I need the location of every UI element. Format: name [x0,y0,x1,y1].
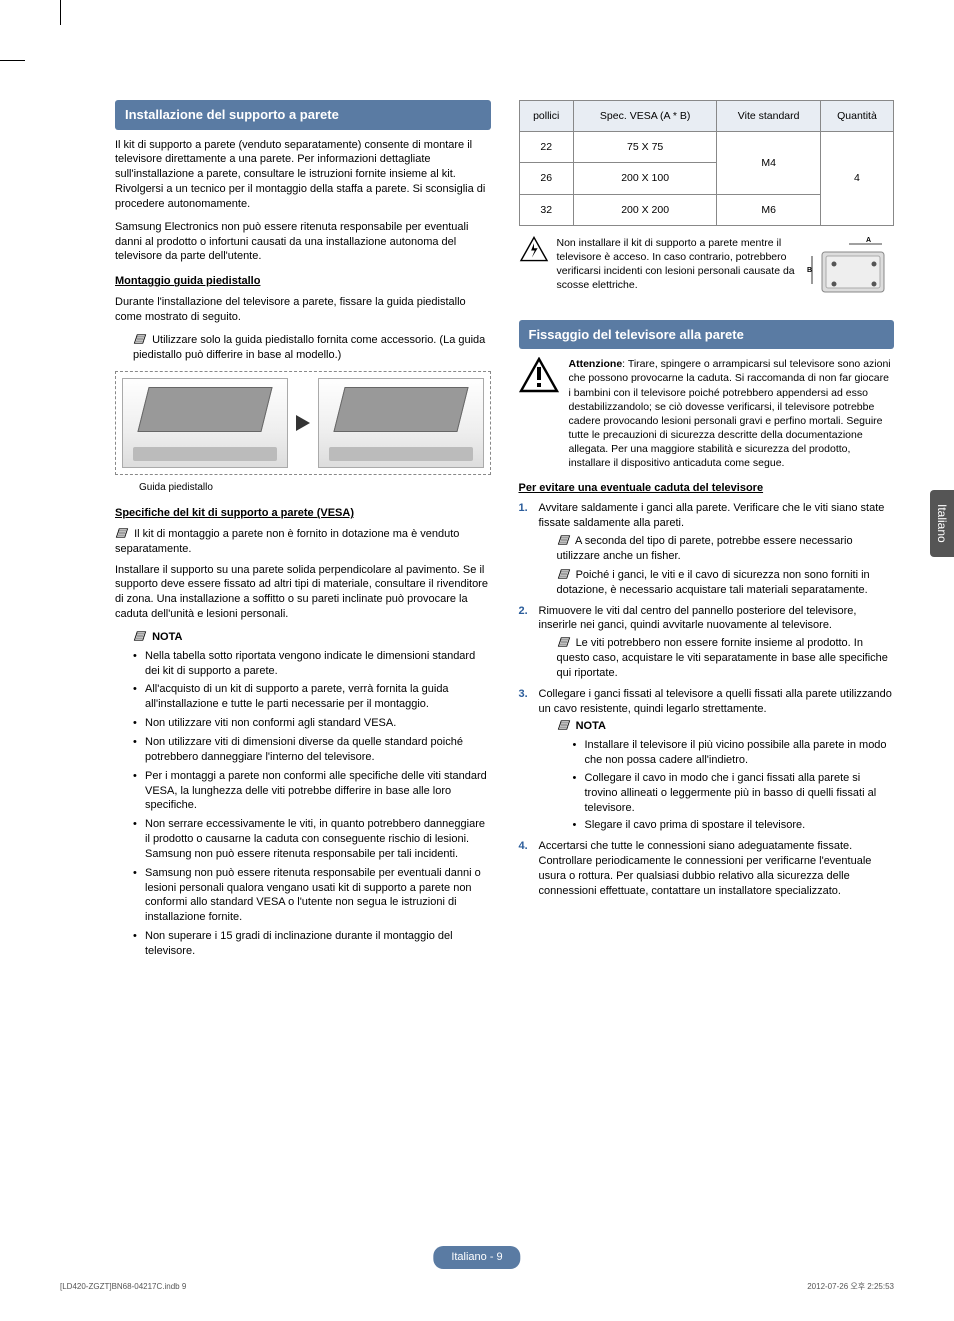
table-row: 22 75 X 75 M4 4 [519,132,894,163]
step-number: 1. [519,501,528,516]
step-item: 3. Collegare i ganci fissati al televiso… [519,687,895,834]
subhead-prevent-fall: Per evitare una eventuale caduta del tel… [519,481,895,496]
note-icon [557,636,571,648]
step-text: Rimuovere le viti dal centro del pannell… [539,605,857,632]
cell-vesa: 200 X 200 [573,194,716,225]
th-qty: Quantità [820,101,893,132]
list-item: Nella tabella sotto riportata vengono in… [133,649,491,679]
vesa-spec-table: pollici Spec. VESA (A * B) Vite standard… [519,100,895,226]
mount-guide-text: Durante l'installazione del televisore a… [115,295,491,325]
two-column-layout: Installazione del supporto a parete Il k… [115,100,894,963]
th-screw: Vite standard [717,101,821,132]
note-row-2: Il kit di montaggio a parete non è forni… [115,527,491,557]
intro-paragraph-1: Il kit di supporto a parete (venduto sep… [115,138,491,212]
note-icon [557,534,571,546]
list-item: Non utilizzare viti non conformi agli st… [133,716,491,731]
note-icon [115,527,129,539]
section-heading-fixing: Fissaggio del televisore alla parete [519,320,895,350]
step-item: 1. Avvitare saldamente i ganci alla pare… [519,501,895,597]
cell-screw: M4 [717,132,821,194]
nota-label: NOTA [576,720,606,732]
attention-body: : Tirare, spingere o arrampicarsi sul te… [569,358,891,469]
nota-label: NOTA [152,631,182,643]
step-text: Avvitare saldamente i ganci alla parete.… [539,502,885,529]
figure-caption: Guida piedistallo [139,481,491,495]
vesa-install-paragraph: Installare il supporto su una parete sol… [115,563,491,622]
note-icon [133,333,147,345]
arrow-right-icon [296,415,310,431]
cell-inch: 32 [519,194,573,225]
step-text: Accertarsi che tutte le connessioni sian… [539,840,872,897]
subhead-vesa-spec: Specifiche del kit di supporto a parete … [115,506,491,521]
footer-filename: [LD420-ZGZT]BN68-04217C.indb 9 [60,1282,186,1293]
nota-heading: NOTA [133,630,491,645]
prevent-fall-steps: 1. Avvitare saldamente i ganci alla pare… [519,501,895,898]
list-item: Non serrare eccessivamente le viti, in q… [133,817,491,862]
figure-after [318,378,484,468]
footer-timestamp: 2012-07-26 오후 2:25:53 [807,1282,894,1293]
left-column: Installazione del supporto a parete Il k… [115,100,491,963]
right-column: pollici Spec. VESA (A * B) Vite standard… [519,100,895,963]
warning-triangle-icon [519,236,549,262]
note-text-1: Utilizzare solo la guida piedistallo for… [133,334,485,361]
electrical-warning-text: Non installare il kit di supporto a pare… [557,236,797,293]
attention-block: Attenzione: Tirare, spingere o arrampica… [519,357,895,470]
note-icon [557,719,571,731]
list-item: Samsung non può essere ritenuta responsa… [133,866,491,925]
subhead-mount-guide: Montaggio guida piedistallo [115,274,491,289]
step-nota-heading: NOTA [557,719,895,734]
th-inch: pollici [519,101,573,132]
step-note-text: Poiché i ganci, le viti e il cavo di sic… [557,569,870,596]
footer-page-label: Italiano - 9 [433,1246,520,1269]
step-item: 4. Accertarsi che tutte le connessioni s… [519,839,895,898]
cell-inch: 22 [519,132,573,163]
electrical-warning-row: Non installare il kit di supporto a pare… [519,236,895,306]
vesa-bracket-figure: A B [804,236,894,306]
cell-vesa: 200 X 100 [573,163,716,194]
svg-text:A: A [866,237,871,244]
list-item: Per i montaggi a parete non conformi all… [133,769,491,814]
cell-inch: 26 [519,163,573,194]
step-note: Le viti potrebbero non essere fornite in… [557,636,895,681]
step-text: Collegare i ganci fissati al televisore … [539,688,892,715]
step-note: A seconda del tipo di parete, potrebbe e… [557,534,895,564]
cell-qty: 4 [820,132,893,226]
attention-text: Attenzione: Tirare, spingere o arrampica… [569,357,895,470]
caution-triangle-icon [519,357,559,393]
note-icon [133,630,147,642]
note-row-1: Utilizzare solo la guida piedistallo for… [133,333,491,363]
figure-stand-guide [115,371,491,475]
step-number: 2. [519,604,528,619]
list-item: Slegare il cavo prima di spostare il tel… [573,818,895,833]
intro-paragraph-2: Samsung Electronics non può essere riten… [115,220,491,265]
cell-screw: M6 [717,194,821,225]
list-item: Non superare i 15 gradi di inclinazione … [133,929,491,959]
step-note: Poiché i ganci, le viti e il cavo di sic… [557,568,895,598]
vesa-notes-list: Nella tabella sotto riportata vengono in… [133,649,491,959]
step3-sublist: Installare il televisore il più vicino p… [573,738,895,833]
cell-vesa: 75 X 75 [573,132,716,163]
th-vesa: Spec. VESA (A * B) [573,101,716,132]
list-item: Collegare il cavo in modo che i ganci fi… [573,771,895,816]
note-icon [557,568,571,580]
section-heading-install: Installazione del supporto a parete [115,100,491,130]
step-note-text: Le viti potrebbero non essere fornite in… [557,637,888,679]
list-item: All'acquisto di un kit di supporto a par… [133,682,491,712]
step-note-text: A seconda del tipo di parete, potrebbe e… [557,535,853,562]
note-text-2: Il kit di montaggio a parete non è forni… [115,528,459,555]
attention-label: Attenzione [569,358,623,370]
step-number: 3. [519,687,528,702]
figure-before [122,378,288,468]
list-item: Non utilizzare viti di dimensioni divers… [133,735,491,765]
svg-text:B: B [807,267,812,274]
list-item: Installare il televisore il più vicino p… [573,738,895,768]
page-content: Installazione del supporto a parete Il k… [0,0,954,1321]
step-item: 2. Rimuovere le viti dal centro del pann… [519,604,895,681]
step-number: 4. [519,839,528,854]
